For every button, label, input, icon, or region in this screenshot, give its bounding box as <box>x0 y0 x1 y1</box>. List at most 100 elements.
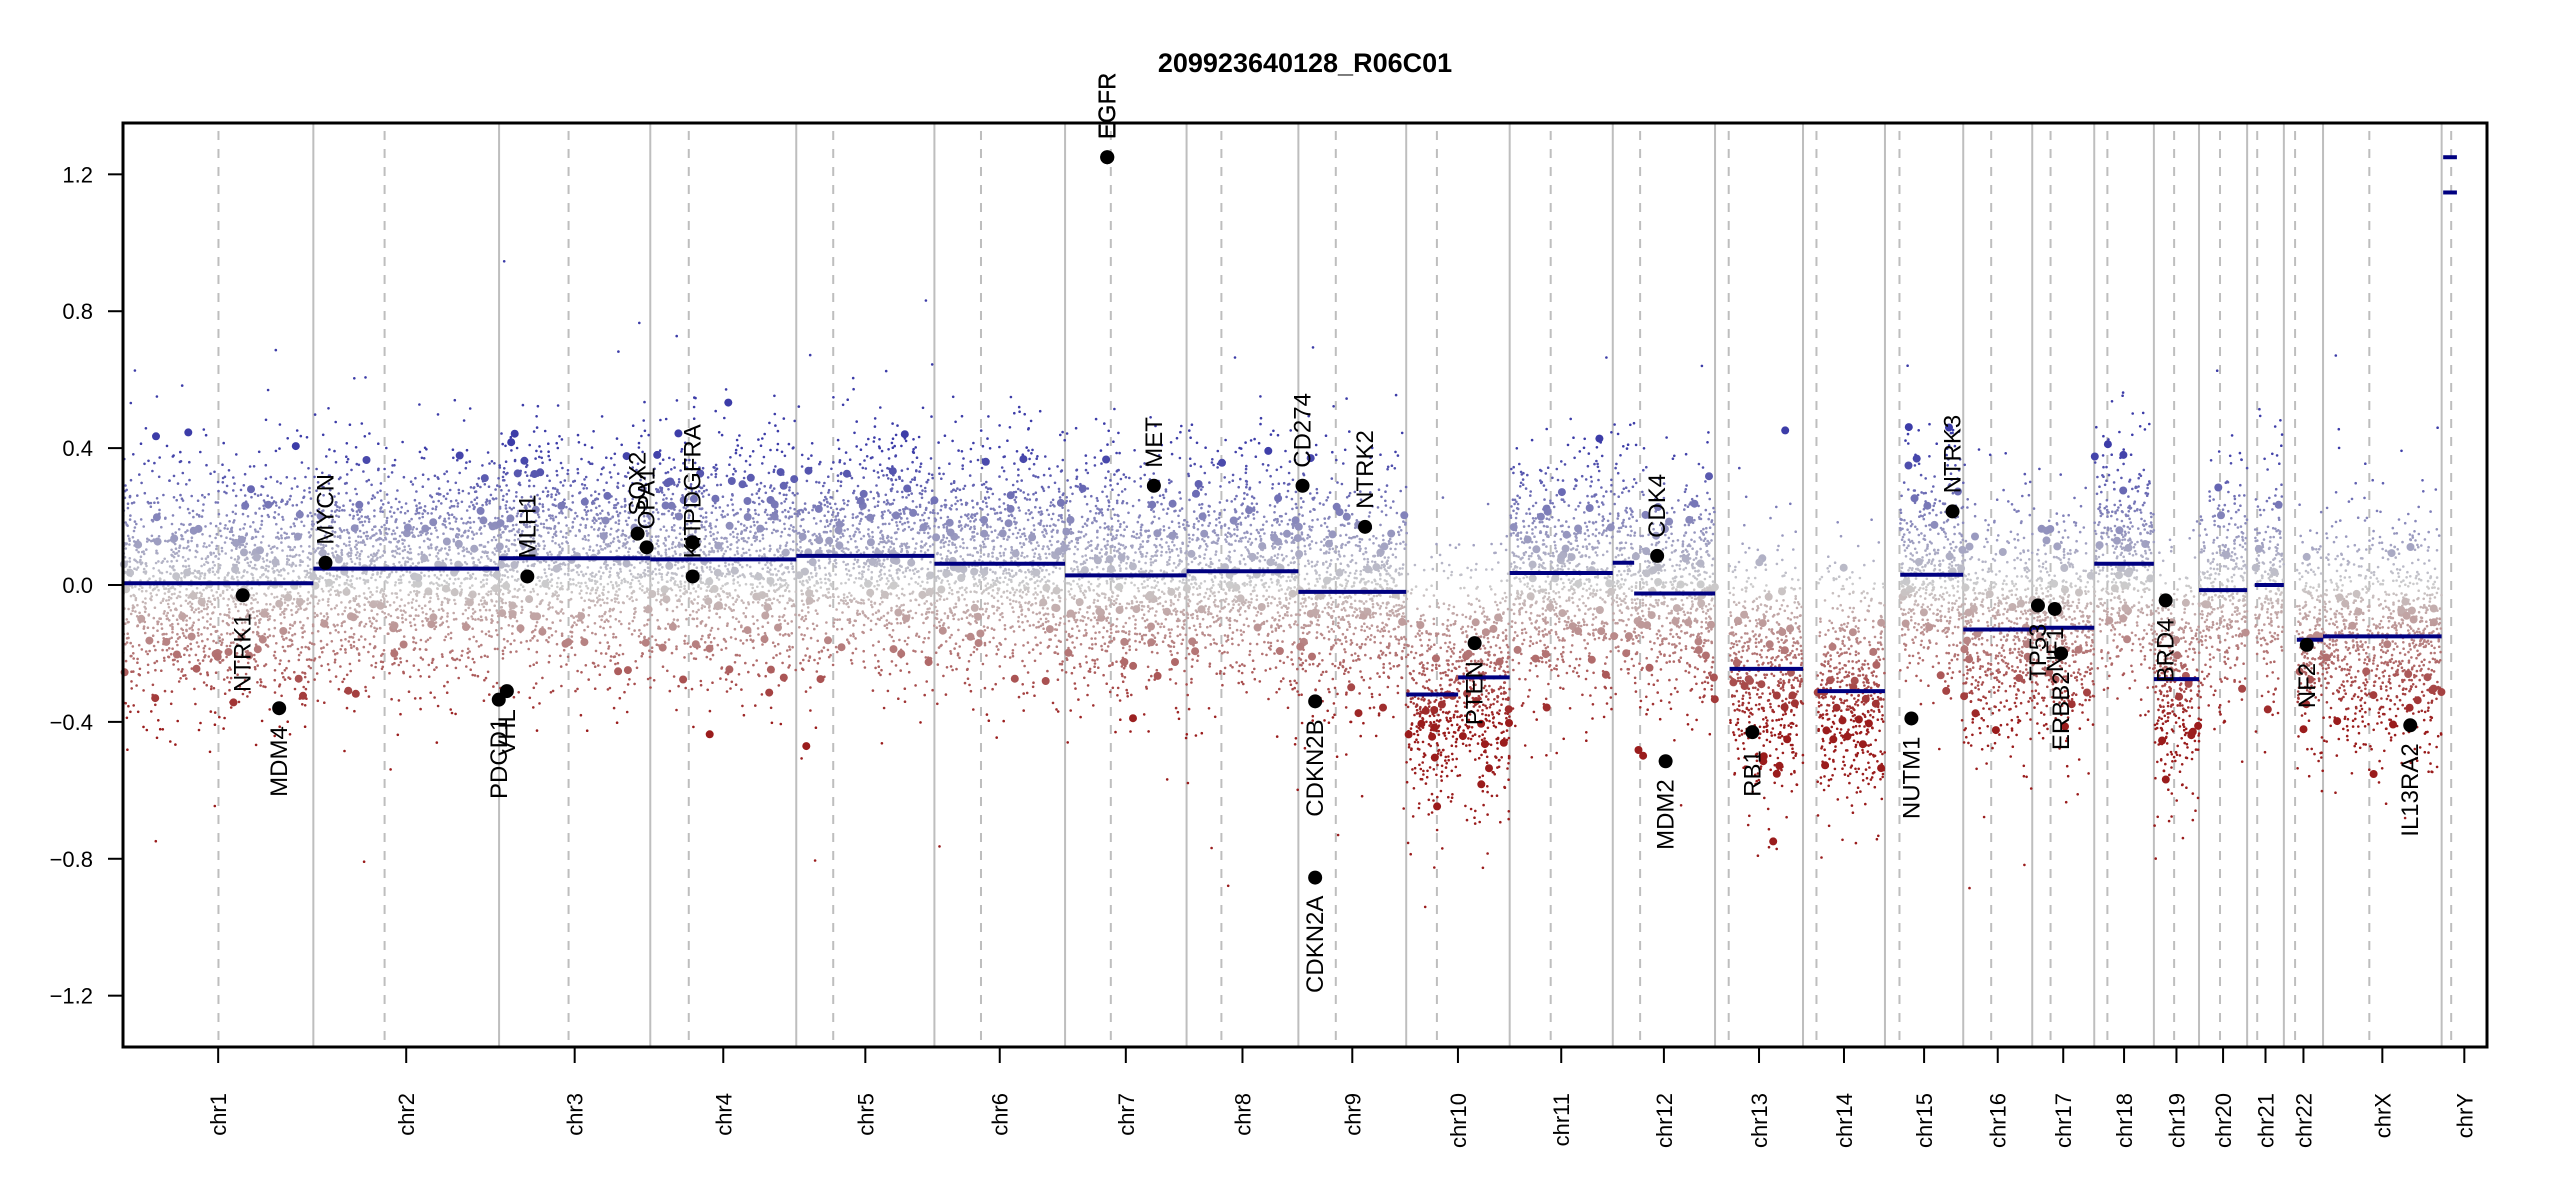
probe-point <box>218 553 221 556</box>
probe-point <box>136 566 140 569</box>
probe-point <box>146 500 150 504</box>
probe-point <box>554 504 557 508</box>
probe-point <box>167 655 171 659</box>
probe-point <box>786 622 790 625</box>
probe-point <box>720 606 724 609</box>
probe-point <box>278 447 281 450</box>
probe-point <box>273 734 277 738</box>
probe-point <box>412 581 416 584</box>
probe-point <box>142 627 146 630</box>
probe-point <box>340 551 343 554</box>
probe-point <box>473 674 477 677</box>
probe-point <box>575 571 579 574</box>
probe-point <box>353 709 356 713</box>
probe-point <box>164 587 168 590</box>
probe-point <box>228 688 231 692</box>
probe-point <box>312 576 316 579</box>
probe-point <box>751 517 755 520</box>
probe-point <box>783 454 787 458</box>
probe-point <box>317 540 321 543</box>
probe-point <box>400 506 404 509</box>
probe-point <box>446 612 449 615</box>
probe-point <box>429 543 433 546</box>
probe-point <box>634 610 637 614</box>
probe-point <box>452 611 456 615</box>
probe-point <box>330 607 333 611</box>
probe-point <box>741 704 744 708</box>
probe-point <box>134 540 137 544</box>
probe-point <box>181 628 185 632</box>
probe-point <box>418 501 421 505</box>
probe-point <box>736 581 740 584</box>
probe-point <box>180 497 184 501</box>
probe-point <box>181 632 185 635</box>
probe-point <box>329 526 333 529</box>
probe-point <box>428 553 432 557</box>
probe-point <box>401 440 404 444</box>
probe-point <box>279 574 283 577</box>
probe-point <box>772 589 776 592</box>
probe-point <box>621 652 625 656</box>
probe-point <box>130 687 133 690</box>
probe-point <box>196 544 199 548</box>
probe-point <box>744 582 748 586</box>
probe-point <box>259 493 263 497</box>
probe-point <box>135 684 138 687</box>
probe-point <box>229 537 232 541</box>
probe-point <box>615 721 619 724</box>
probe-point <box>337 492 341 495</box>
probe-point <box>548 550 552 554</box>
probe-point <box>160 525 163 529</box>
probe-point <box>179 493 182 497</box>
probe-point <box>370 664 373 667</box>
probe-point <box>507 539 511 542</box>
probe-point <box>570 635 574 638</box>
probe-point <box>474 577 478 580</box>
probe-point <box>371 559 374 563</box>
probe-point <box>164 539 167 543</box>
probe-point <box>228 680 231 684</box>
probe-point <box>648 649 651 652</box>
probe-point <box>307 467 310 470</box>
probe-point <box>280 694 283 698</box>
probe-point <box>627 550 630 554</box>
probe-point <box>184 559 187 563</box>
probe-point <box>355 647 359 650</box>
probe-point <box>399 660 403 664</box>
probe-point <box>376 491 379 494</box>
probe-point <box>548 479 551 483</box>
probe-point <box>471 607 475 611</box>
probe-point <box>471 617 475 621</box>
probe-point <box>156 622 159 626</box>
probe-point <box>476 674 480 678</box>
probe-point <box>574 511 577 515</box>
probe-point <box>508 506 512 510</box>
probe-point <box>136 560 139 564</box>
probe-point <box>365 530 369 534</box>
probe-point <box>435 592 439 596</box>
probe-point <box>794 590 798 593</box>
probe-point <box>543 571 547 575</box>
probe-point <box>415 504 418 508</box>
probe-point <box>370 622 374 625</box>
probe-point <box>617 514 620 518</box>
probe-point <box>602 626 605 630</box>
probe-point <box>256 625 260 629</box>
probe-point <box>489 592 493 596</box>
probe-point <box>197 728 201 732</box>
probe-point <box>142 725 145 729</box>
probe-point <box>199 450 202 454</box>
probe-point <box>433 668 436 671</box>
probe-point <box>424 640 428 643</box>
probe-point <box>573 517 576 520</box>
probe-point <box>605 531 608 535</box>
probe-point <box>571 624 575 627</box>
probe-point <box>605 618 608 622</box>
probe-point <box>259 684 262 687</box>
probe-point <box>485 592 488 596</box>
probe-point <box>427 477 430 481</box>
probe-point <box>276 480 279 483</box>
probe-point <box>263 608 267 611</box>
probe-point <box>504 568 507 572</box>
probe-point <box>456 505 460 508</box>
